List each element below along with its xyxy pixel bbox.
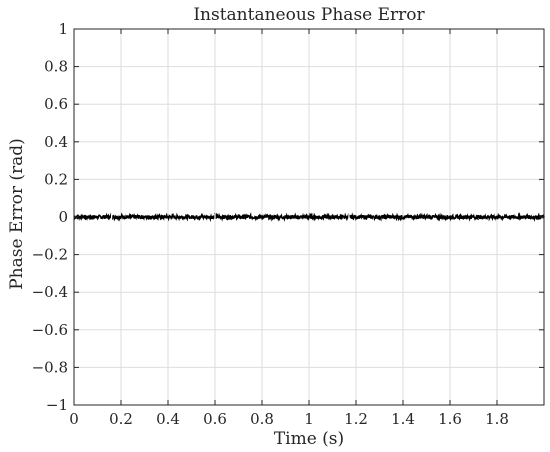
x-tick-label: 1.2 xyxy=(344,410,368,428)
x-tick-label: 0.6 xyxy=(203,410,227,428)
y-tick-labels: 1 0.8 0.6 0.4 0.2 0 −0.2 −0.4 −0.6 −0.8 −1 xyxy=(32,20,68,414)
y-tick-label: 0.6 xyxy=(44,95,68,113)
y-tick-label: −0.8 xyxy=(32,358,68,376)
chart-title: Instantaneous Phase Error xyxy=(193,5,425,25)
x-tick-label: 0.4 xyxy=(156,410,180,428)
series-layer xyxy=(73,211,545,223)
x-tick-labels: 0 0.2 0.4 0.6 0.8 1 1.2 1.4 1.6 1.8 xyxy=(69,410,509,428)
y-tick-label: −1 xyxy=(46,396,68,414)
y-tick-label: 0.4 xyxy=(44,133,68,151)
y-tick-label: 0.8 xyxy=(44,58,68,76)
y-tick-label: −0.6 xyxy=(32,321,68,339)
x-tick-label: 0 xyxy=(69,410,79,428)
y-axis-label: Phase Error (rad) xyxy=(7,138,27,290)
x-tick-label: 0.2 xyxy=(109,410,133,428)
x-tick-label: 0.8 xyxy=(250,410,274,428)
x-tick-label: 1.6 xyxy=(438,410,462,428)
x-tick-label: 1 xyxy=(304,410,314,428)
y-tick-label: 0 xyxy=(58,208,68,226)
tick-marks xyxy=(73,28,544,406)
y-tick-label: 1 xyxy=(58,20,68,38)
phase-error-series-line xyxy=(73,211,545,223)
x-tick-label: 1.4 xyxy=(391,410,415,428)
y-tick-label: 0.2 xyxy=(44,170,68,188)
x-tick-label: 1.8 xyxy=(485,410,509,428)
x-axis-label: Time (s) xyxy=(274,429,344,449)
y-tick-label: −0.4 xyxy=(32,283,68,301)
y-tick-label: −0.2 xyxy=(32,246,68,264)
